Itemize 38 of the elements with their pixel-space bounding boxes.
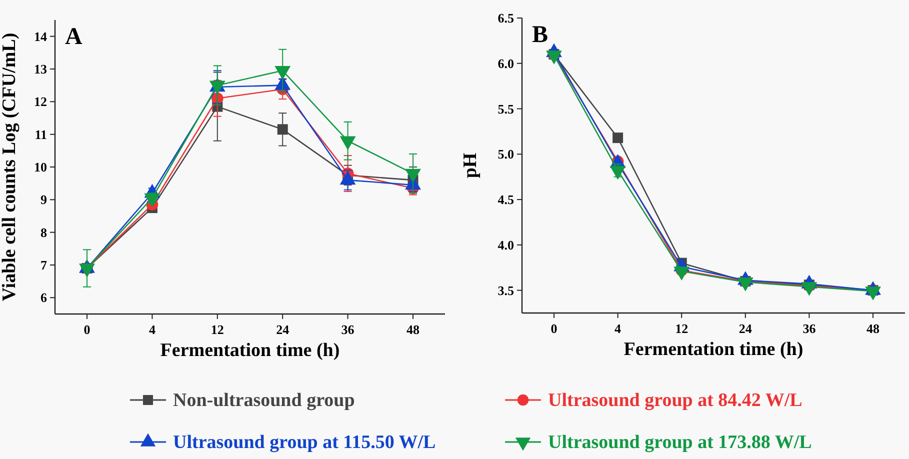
y-tick-label: 13 <box>34 62 48 76</box>
x-axis-title: Fermentation time (h) <box>624 339 804 360</box>
y-tick-label: 6.0 <box>498 56 514 71</box>
x-tick-label: 48 <box>866 321 880 336</box>
y-tick-label: 4.5 <box>498 192 514 208</box>
y-tick-label: 12 <box>34 94 47 110</box>
y-axis-title: Viable cell counts Log (CFU/mL) <box>0 32 20 302</box>
x-tick-label: 24 <box>276 322 290 337</box>
legend-label: Ultrasound group at 173.88 W/L <box>548 432 812 453</box>
y-tick-label: 10 <box>34 160 47 174</box>
y-tick-label: 6.5 <box>498 10 514 26</box>
legend-label: Ultrasound group at 115.50 W/L <box>173 432 436 453</box>
x-tick-label: 4 <box>614 321 622 336</box>
x-tick-label: 36 <box>341 322 355 337</box>
y-tick-label: 9 <box>40 192 48 208</box>
y-tick-label: 6 <box>40 290 48 306</box>
y-axis-title: pH <box>460 152 481 178</box>
y-tick-label: 3.5 <box>498 282 514 298</box>
x-tick-label: 0 <box>84 322 90 337</box>
y-tick-label: 7 <box>40 258 48 272</box>
x-tick-label: 4 <box>148 322 156 337</box>
chart-title: B <box>532 22 548 48</box>
y-tick-label: 11 <box>34 126 47 142</box>
x-tick-label: 0 <box>550 321 558 336</box>
y-tick-label: 5.0 <box>498 146 514 162</box>
y-tick-label: 4.0 <box>498 237 514 252</box>
x-tick-label: 36 <box>802 321 816 336</box>
chart-title: A <box>65 24 83 50</box>
legend-label: Ultrasound group at 84.42 W/L <box>548 390 802 411</box>
x-tick-label: 12 <box>675 321 688 336</box>
x-tick-label: 24 <box>738 321 752 336</box>
x-tick-label: 12 <box>210 322 224 337</box>
y-tick-label: 8 <box>40 224 48 240</box>
x-axis-title: Fermentation time (h) <box>160 340 340 361</box>
y-tick-label: 14 <box>34 28 48 44</box>
y-tick-label: 5.5 <box>498 101 514 116</box>
x-tick-label: 48 <box>406 322 420 337</box>
legend-label: Non-ultrasound group <box>173 390 355 411</box>
